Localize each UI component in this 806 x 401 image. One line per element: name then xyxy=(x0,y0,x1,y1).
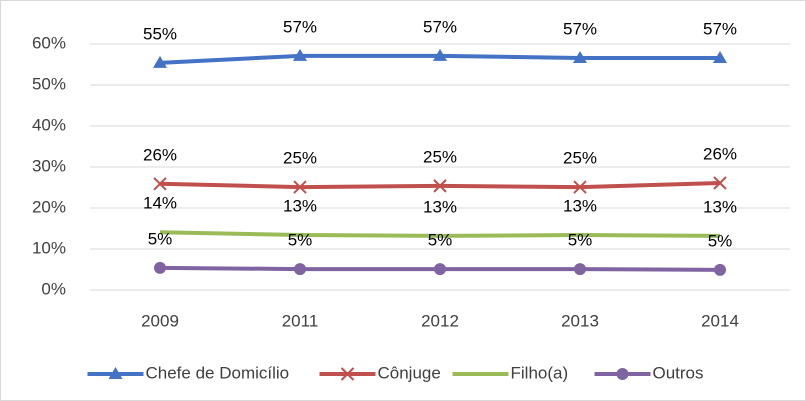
data-point xyxy=(433,48,447,61)
x-tick-label: 2011 xyxy=(282,311,319,330)
data-point xyxy=(294,263,306,276)
data-label: 5% xyxy=(148,229,173,248)
series-line xyxy=(159,230,721,238)
data-label: 55% xyxy=(143,24,177,43)
y-tick-label: 20% xyxy=(32,197,66,216)
data-point xyxy=(574,263,586,276)
data-point xyxy=(434,263,446,276)
data-label: 25% xyxy=(283,149,317,168)
data-label: 57% xyxy=(703,19,737,38)
y-tick-label: 40% xyxy=(32,115,66,134)
data-point xyxy=(573,180,587,194)
data-point xyxy=(153,177,167,191)
x-tick-label: 2014 xyxy=(701,311,739,330)
legend-label: Cônjuge xyxy=(378,363,441,382)
y-tick-label: 0% xyxy=(41,279,66,298)
data-point xyxy=(433,179,447,193)
data-point xyxy=(713,176,727,190)
data-label: 13% xyxy=(703,197,737,216)
data-point xyxy=(573,50,587,63)
legend-label: Outros xyxy=(653,363,704,382)
data-label: 26% xyxy=(703,144,737,163)
data-label: 5% xyxy=(288,231,313,250)
legend-label: Chefe de Domicílio xyxy=(146,363,290,382)
data-point xyxy=(713,50,727,63)
y-tick-label: 50% xyxy=(32,74,66,93)
data-label: 5% xyxy=(428,231,453,250)
x-tick-label: 2009 xyxy=(141,311,179,330)
data-label: 57% xyxy=(283,17,317,36)
data-label: 13% xyxy=(283,197,317,216)
data-label: 14% xyxy=(143,194,177,213)
data-label: 57% xyxy=(423,17,457,36)
data-point xyxy=(293,48,307,61)
data-point xyxy=(714,263,726,276)
data-label: 25% xyxy=(423,147,457,166)
legend-marker xyxy=(616,368,629,380)
x-tick-label: 2013 xyxy=(561,311,599,330)
y-tick-label: 60% xyxy=(32,33,66,52)
data-label: 25% xyxy=(563,149,597,168)
y-tick-label: 30% xyxy=(32,156,66,175)
data-point xyxy=(293,180,307,194)
data-label: 13% xyxy=(423,197,457,216)
legend-marker xyxy=(340,367,355,381)
data-label: 13% xyxy=(563,197,597,216)
x-tick-label: 2012 xyxy=(421,311,459,330)
legend-marker xyxy=(108,367,123,379)
legend-label: Filho(a) xyxy=(511,363,569,382)
data-point xyxy=(154,261,166,274)
data-label: 5% xyxy=(568,231,593,250)
data-label: 57% xyxy=(563,19,597,38)
data-label: 5% xyxy=(708,231,733,250)
y-tick-label: 10% xyxy=(32,238,66,257)
data-point xyxy=(153,55,167,68)
data-label: 26% xyxy=(143,145,177,164)
